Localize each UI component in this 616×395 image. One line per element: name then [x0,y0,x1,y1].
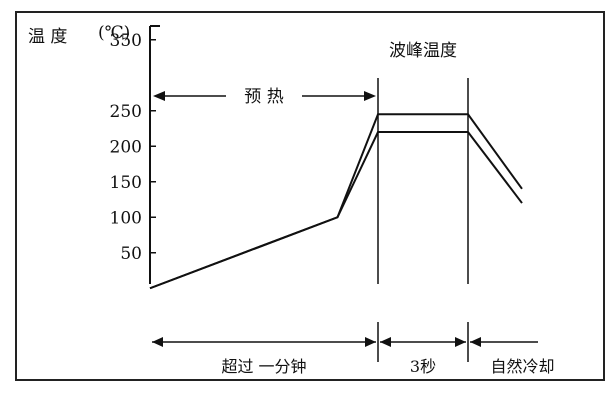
preheat-label: 预 热 [244,87,283,107]
phase-arrowhead-right-2 [455,337,466,347]
preheat-arrowhead-left [153,91,165,101]
phase-label-3: 自然冷却 [490,357,554,376]
y-tick-label-150: 150 [110,173,142,193]
y-tick-label-250: 250 [110,102,142,122]
y-tick-label-200: 200 [110,137,142,157]
wave-temperature-label: 波峰温度 [389,41,457,61]
y-axis-unit: (℃) [98,23,130,43]
y-tick-label-100: 100 [110,208,142,228]
phase-arrowhead-left-2 [380,337,391,347]
phase-arrowhead-left-1 [152,337,163,347]
y-axis-title: 温 度 [28,27,67,47]
y-tick-label-50: 50 [120,244,142,264]
y-tick-label-350: 350 [110,31,142,51]
chart-border [15,11,605,381]
phase-label-1: 超过 一分钟 [221,357,306,376]
preheat-arrowhead-right [364,91,376,101]
phase-arrowhead-right-1 [365,337,376,347]
phase-arrowhead-left-3 [470,337,481,347]
phase-label-2: 3秒 [410,357,436,376]
